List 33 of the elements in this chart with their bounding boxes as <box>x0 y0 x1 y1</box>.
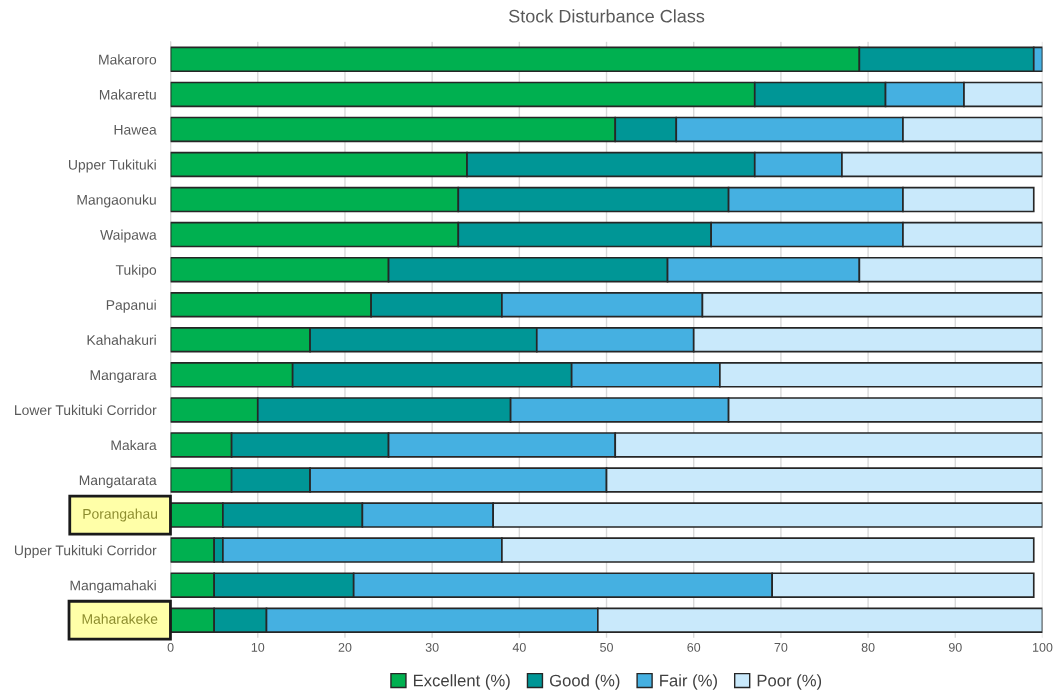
y-tick-label: Makaroro <box>99 54 157 65</box>
y-tick-label: Tukipo <box>115 264 157 278</box>
y-tick-label: Hawea <box>114 124 157 135</box>
y-tick-label: Porangahau <box>83 508 158 522</box>
x-tick-label: 80 <box>861 642 875 652</box>
x-tick-label: 30 <box>425 642 439 652</box>
legend-label: Good (%) <box>549 674 620 690</box>
chart-title: Stock Disturbance Class <box>509 9 705 23</box>
y-tick-label: Upper Tukituki <box>69 159 156 173</box>
x-tick-label: 60 <box>687 642 701 652</box>
x-tick-label: 40 <box>512 642 526 652</box>
y-tick-label: Makaretu <box>99 89 156 100</box>
y-tick-label: Papanui <box>106 299 156 313</box>
y-tick-label: Makara <box>111 439 157 451</box>
y-tick-label: Maharakeke <box>82 613 158 624</box>
x-tick-label: 90 <box>948 642 962 652</box>
x-tick-label: 70 <box>774 642 788 652</box>
x-tick-label: 50 <box>600 642 613 652</box>
x-tick-label: 0 <box>167 642 174 652</box>
legend-label: Fair (%) <box>660 674 717 690</box>
y-tick-label: Mangaonuku <box>77 194 156 208</box>
y-tick-label: Mangamahaki <box>70 580 156 594</box>
x-tick-label: 10 <box>251 642 265 652</box>
x-tick-label: 20 <box>338 642 352 652</box>
legend-label: Poor (%) <box>757 674 822 690</box>
legend-label: Excellent (%) <box>413 674 510 690</box>
y-tick-label: Kahahakuri <box>87 334 156 345</box>
y-tick-label: Mangarara <box>90 370 157 383</box>
y-tick-label: Mangatarata <box>79 475 157 488</box>
x-tick-label: 100 <box>1033 642 1053 652</box>
y-tick-label: Upper Tukituki Corridor <box>14 545 157 559</box>
y-tick-label: Waipawa <box>100 229 157 243</box>
y-tick-label: Lower Tukituki Corridor <box>15 404 157 416</box>
